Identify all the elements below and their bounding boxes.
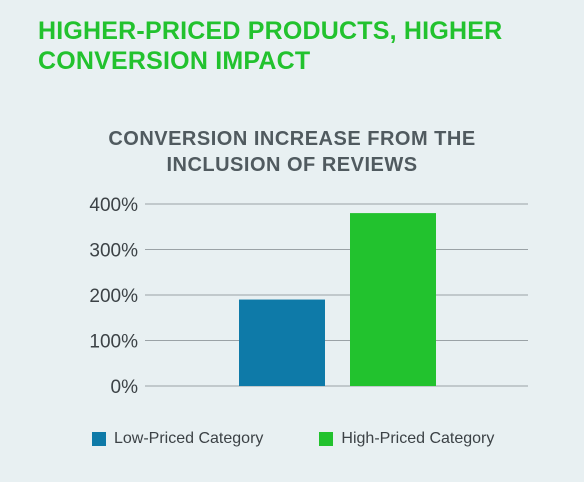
- legend-item-high-priced: High-Priced Category: [319, 430, 494, 448]
- legend-swatch-low-priced: [92, 432, 106, 446]
- bar-high-priced: [350, 213, 436, 386]
- y-tick-label-100: 100%: [89, 332, 138, 353]
- y-tick-label-400: 400%: [89, 195, 138, 216]
- legend-label-high-priced: High-Priced Category: [341, 430, 495, 447]
- headline: HIGHER-PRICED PRODUCTS, HIGHER CONVERSIO…: [38, 16, 558, 76]
- legend-swatch-high-priced: [319, 432, 334, 446]
- chart-title-line-1: CONVERSION INCREASE FROM THE: [108, 128, 476, 150]
- chart-title-line-2: INCLUSION OF REVIEWS: [166, 154, 418, 176]
- legend-item-low-priced: Low-Priced Category: [92, 430, 263, 448]
- headline-line-1: HIGHER-PRICED PRODUCTS, HIGHER: [38, 17, 503, 45]
- y-tick-label-0: 0%: [111, 377, 139, 398]
- y-tick-label-300: 300%: [89, 241, 138, 262]
- chart-title: CONVERSION INCREASE FROM THE INCLUSION O…: [60, 126, 524, 178]
- bar-low-priced: [239, 299, 325, 386]
- y-tick-label-200: 200%: [89, 286, 138, 307]
- headline-line-2: CONVERSION IMPACT: [38, 47, 311, 75]
- chart-legend: Low-Priced Category High-Priced Category: [92, 430, 494, 448]
- legend-label-low-priced: Low-Priced Category: [114, 430, 264, 447]
